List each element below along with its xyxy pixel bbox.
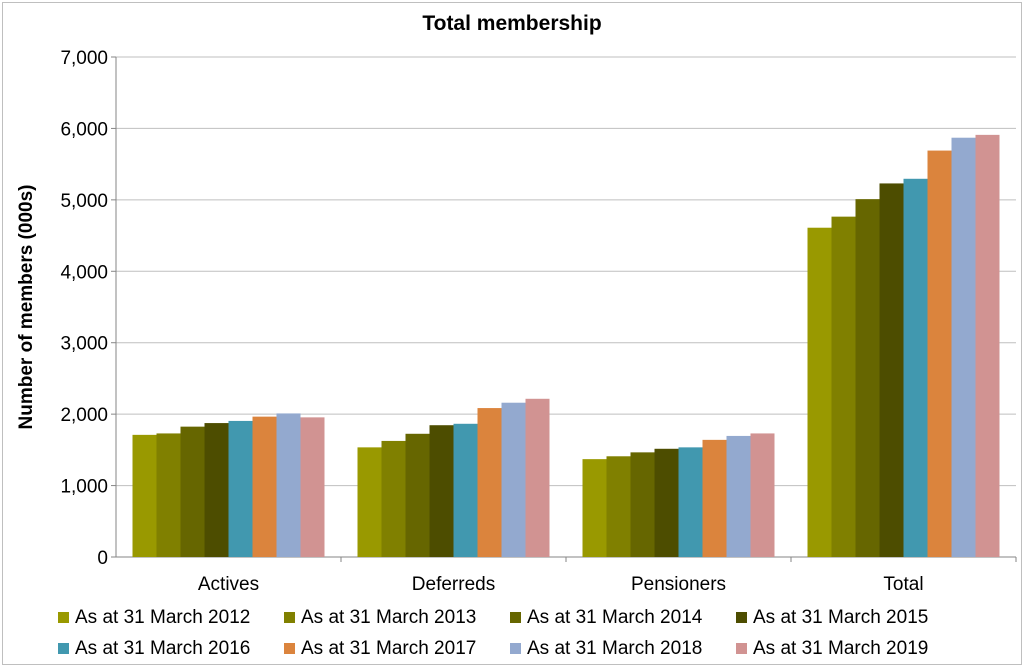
legend-row: As at 31 March 2016 As at 31 March 2017 As…	[58, 633, 1018, 664]
x-tick-label: Total	[883, 574, 923, 595]
x-tick-label: Pensioners	[631, 574, 726, 595]
bar	[525, 398, 550, 557]
bar	[156, 433, 181, 557]
bar	[951, 137, 976, 557]
bar	[879, 183, 904, 557]
legend: As at 31 March 2012 As at 31 March 2013 As…	[58, 602, 1018, 664]
bar	[204, 423, 229, 557]
bar	[300, 417, 325, 557]
x-tick-label: Actives	[198, 574, 259, 595]
legend-label: As at 31 March 2016	[75, 637, 251, 659]
legend-label: As at 31 March 2012	[75, 606, 251, 628]
bar	[726, 435, 751, 557]
bar	[678, 447, 703, 557]
legend-swatch	[284, 612, 295, 623]
legend-swatch	[510, 612, 521, 623]
legend-item: As at 31 March 2012	[58, 607, 284, 629]
bar	[903, 178, 928, 558]
y-axis-label: Number of members (000s)	[16, 185, 37, 430]
legend-swatch	[58, 643, 69, 654]
y-tick-label: 0	[97, 548, 108, 569]
y-tick-label: 1,000	[60, 477, 108, 498]
bar	[630, 452, 655, 557]
y-tick-label: 3,000	[60, 334, 108, 355]
legend-item: As at 31 March 2017	[284, 638, 510, 660]
legend-item: As at 31 March 2019	[736, 638, 962, 660]
bar	[228, 420, 253, 557]
bar	[180, 426, 205, 557]
legend-label: As at 31 March 2014	[527, 606, 703, 628]
y-tick-label: 5,000	[60, 191, 108, 212]
bar	[381, 440, 406, 557]
legend-swatch	[510, 643, 521, 654]
bar	[453, 423, 478, 557]
legend-row: As at 31 March 2012 As at 31 March 2013 As…	[58, 602, 1018, 633]
bar	[606, 456, 631, 557]
y-tick-label: 7,000	[60, 48, 108, 69]
legend-label: As at 31 March 2015	[753, 606, 929, 628]
legend-item: As at 31 March 2018	[510, 638, 736, 660]
legend-swatch	[58, 612, 69, 623]
bar	[831, 216, 856, 557]
bar	[807, 227, 832, 557]
legend-swatch	[284, 643, 295, 654]
legend-label: As at 31 March 2017	[301, 637, 477, 659]
legend-item: As at 31 March 2015	[736, 607, 962, 629]
bar	[405, 433, 430, 557]
legend-item: As at 31 March 2014	[510, 607, 736, 629]
chart-title: Total membership	[422, 12, 601, 35]
bar	[750, 433, 775, 557]
bar	[927, 150, 952, 558]
legend-label: As at 31 March 2013	[301, 606, 477, 628]
bar	[132, 434, 157, 557]
bar	[702, 439, 727, 557]
bar	[975, 134, 1000, 557]
x-tick-label: Deferreds	[412, 574, 495, 595]
legend-swatch	[736, 643, 747, 654]
bar	[477, 408, 502, 557]
bar	[252, 416, 277, 557]
legend-label: As at 31 March 2019	[753, 637, 929, 659]
bar	[501, 402, 526, 557]
y-tick-label: 4,000	[60, 262, 108, 283]
bar	[429, 425, 454, 557]
y-tick-label: 6,000	[60, 119, 108, 140]
bar	[582, 459, 607, 557]
bar	[357, 447, 382, 557]
bar	[276, 413, 301, 557]
bar	[855, 199, 880, 557]
y-tick-label: 2,000	[60, 405, 108, 426]
legend-swatch	[736, 612, 747, 623]
bar	[654, 448, 679, 557]
legend-label: As at 31 March 2018	[527, 637, 703, 659]
legend-item: As at 31 March 2013	[284, 607, 510, 629]
legend-item: As at 31 March 2016	[58, 638, 284, 660]
